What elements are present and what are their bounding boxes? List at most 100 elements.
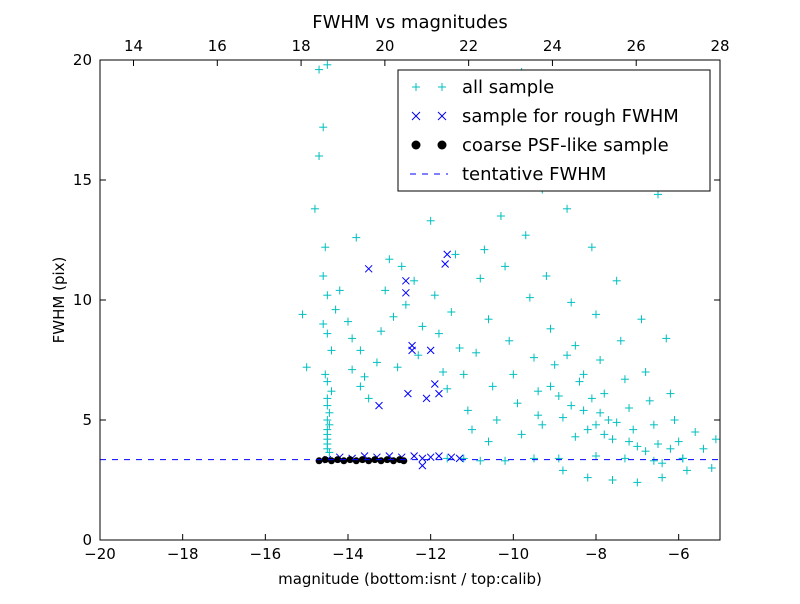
series-all-sample-point <box>546 382 555 391</box>
series-sample-for-rough-fwhm-point-b <box>441 260 449 268</box>
series-sample-for-rough-fwhm-point <box>422 394 431 403</box>
series-all-sample-point <box>323 444 332 453</box>
series-sample-for-rough-fwhm-point <box>455 454 464 463</box>
series-all-sample-point <box>484 315 493 324</box>
series-sample-for-rough-fwhm-point <box>408 346 416 355</box>
series-sample-for-rough-fwhm-point <box>426 346 435 355</box>
series-all-sample-point <box>509 370 518 379</box>
series-all-sample-point <box>315 152 324 160</box>
legend-entry-coarse-psf-like-sample: coarse PSF-like sample <box>411 135 669 156</box>
series-all-sample-point <box>484 437 493 446</box>
series-all-sample-point <box>389 312 398 321</box>
series-all-sample-point <box>633 478 642 487</box>
series-coarse-psf-like-sample-point <box>315 457 323 465</box>
series-all-sample-point <box>463 406 472 415</box>
series-all-sample-point <box>678 454 687 463</box>
series-all-sample-point <box>600 389 609 398</box>
series-sample-for-rough-fwhm-point-b <box>455 454 464 463</box>
series-all-sample-point <box>517 430 526 439</box>
x-axis-label: magnitude (bottom:isnt / top:calib) <box>278 570 542 588</box>
series-coarse-psf-like-sample-point <box>334 456 342 464</box>
series-all-sample-point <box>587 243 596 252</box>
series-all-sample-point <box>385 255 394 264</box>
series-all-sample-point <box>649 420 658 429</box>
series-all-sample-point <box>596 408 605 417</box>
series-coarse-psf-like-sample-point <box>352 457 360 465</box>
series-all-sample-point <box>505 336 514 345</box>
series-all-sample-point <box>554 392 563 400</box>
axes: −20 −18 −16 −14 −12 −10 −8 −6 14 16 18 20 22 24 26 28 0 5… <box>73 37 730 563</box>
series-all-sample-point <box>451 250 460 259</box>
series-all-sample-point <box>592 420 600 429</box>
series-coarse-psf-like-sample-point <box>371 456 379 464</box>
series-all-sample-point <box>439 368 448 376</box>
series-all-sample-point <box>567 401 576 410</box>
series-all-sample-point <box>372 358 381 367</box>
series-all-sample-point <box>323 60 332 69</box>
series-all-sample-point <box>641 447 650 456</box>
series-all-sample-point <box>468 425 476 434</box>
series-all-sample-point <box>319 320 328 328</box>
series-all-sample-point <box>571 432 580 441</box>
series-all-sample-point <box>393 363 402 372</box>
series-sample-for-rough-fwhm-point <box>404 389 412 398</box>
series-all-sample-point <box>325 448 334 457</box>
series-all-sample-point <box>356 346 365 355</box>
x-tick-label: −12 <box>415 545 447 563</box>
series-sample-for-rough-fwhm-point-b <box>422 394 431 403</box>
series-all-sample-point <box>513 399 522 408</box>
series-coarse-psf-like-sample-point <box>327 457 335 465</box>
series-sample-for-rough-fwhm-point-b <box>430 380 439 388</box>
legend-label: coarse PSF-like sample <box>462 135 669 156</box>
series-all-sample-point <box>455 344 464 352</box>
series-all-sample-point <box>600 430 609 439</box>
series-all-sample-point <box>459 370 468 379</box>
series-all-sample-point <box>492 416 501 424</box>
series-sample-for-rough-fwhm-point-b <box>408 346 416 355</box>
top-x-tick-label: 18 <box>292 37 311 55</box>
series-all-sample-point <box>707 464 716 472</box>
series-all-sample-point <box>563 351 572 360</box>
plot-area <box>100 60 720 487</box>
series-all-sample-point <box>629 425 638 434</box>
series-sample-for-rough-fwhm-point-b <box>410 452 418 460</box>
legend-marker <box>412 83 420 91</box>
series-all-sample-point <box>319 272 328 280</box>
y-tick-label: 10 <box>73 291 92 309</box>
series-all-sample-point <box>323 329 332 338</box>
series-all-sample-point <box>472 348 481 357</box>
series-sample-for-rough-fwhm-point <box>402 276 410 285</box>
series-all-sample-point <box>434 329 443 338</box>
series-all-sample-point <box>612 418 621 427</box>
series-all-sample-point <box>401 300 410 309</box>
series-all-sample-point <box>501 456 510 465</box>
legend-label: tentative FWHM <box>462 164 606 185</box>
series-sample-for-rough-fwhm-point <box>435 389 443 398</box>
series-all-sample-point <box>658 459 667 468</box>
series-all-sample-point <box>563 204 572 213</box>
series-all-sample-point <box>608 476 617 484</box>
series-all-sample-point <box>525 293 534 302</box>
legend-marker <box>437 111 447 121</box>
series-coarse-psf-like-sample-point <box>358 456 366 464</box>
series-sample-for-rough-fwhm-point-b <box>435 389 443 398</box>
series-coarse-psf-like-sample-point <box>383 456 391 464</box>
y-tick-label: 15 <box>73 171 92 189</box>
series-sample-for-rough-fwhm-point <box>435 452 443 460</box>
series-all-sample-point <box>327 387 336 396</box>
series-sample-for-rough-fwhm-point <box>441 260 449 268</box>
series-all-sample-point <box>554 454 563 463</box>
legend-entry-sample-for-rough-fwhm: sample for rough FWHM <box>411 106 679 127</box>
x-tick-label: −18 <box>167 545 199 563</box>
x-tick-label: −6 <box>668 545 690 563</box>
series-all-sample-point <box>323 394 332 403</box>
series-all-sample-point <box>625 404 634 412</box>
series-all-sample-point <box>348 365 357 374</box>
series-all-sample-point <box>323 377 332 386</box>
series-sample-for-rough-fwhm-point-b <box>418 461 427 470</box>
series-all-sample-point <box>592 452 600 460</box>
series-sample-for-rough-fwhm-point <box>410 452 418 460</box>
legend-label: sample for rough FWHM <box>462 106 679 127</box>
chart-title: FWHM vs magnitudes <box>312 12 507 33</box>
y-tick-label: 20 <box>73 51 92 69</box>
